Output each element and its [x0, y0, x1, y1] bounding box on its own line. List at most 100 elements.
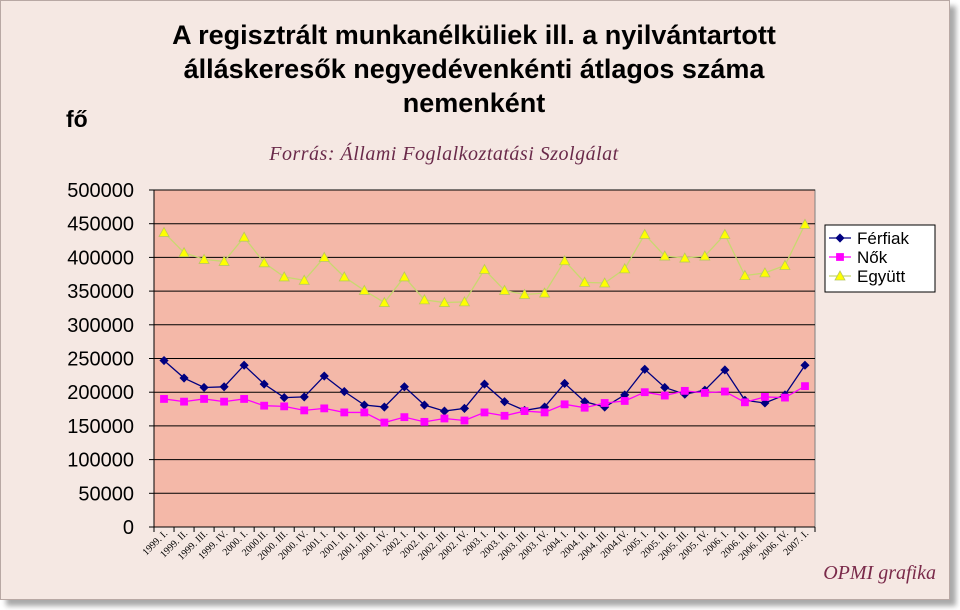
y-tick-label: 300000	[67, 315, 134, 337]
data-point-nok	[801, 382, 809, 391]
data-point-nok	[460, 416, 469, 425]
data-point-egyutt	[258, 256, 270, 268]
data-point-nok	[160, 395, 168, 403]
data-point-ferfiak	[720, 365, 730, 375]
data-point-nok	[280, 402, 289, 411]
data-point-egyutt	[178, 246, 190, 258]
data-point-ferfiak	[640, 364, 650, 374]
y-tick-label: 0	[123, 517, 134, 539]
y-tick-label: 350000	[67, 281, 134, 303]
data-point-egyutt	[198, 253, 210, 264]
legend-marker-ferfiak	[835, 233, 845, 243]
data-point-nok	[560, 400, 569, 409]
data-point-ferfiak	[660, 382, 670, 393]
data-point-nok	[640, 388, 649, 397]
chart-title: A regisztrált munkanélküliek ill. a nyil…	[0, 18, 948, 120]
data-point-ferfiak	[219, 382, 229, 392]
data-point-nok	[720, 387, 729, 396]
data-point-ferfiak	[419, 400, 429, 410]
data-point-nok	[740, 398, 749, 407]
data-point-ferfiak	[399, 382, 409, 392]
data-point-egyutt	[378, 296, 391, 307]
data-point-egyutt	[498, 284, 511, 295]
data-point-nok	[240, 395, 249, 403]
data-point-nok	[480, 408, 489, 417]
data-point-nok	[620, 397, 629, 405]
data-point-egyutt	[338, 271, 350, 282]
data-point-nok	[761, 393, 769, 401]
data-point-nok	[600, 399, 609, 407]
chart-title-line-1: A regisztrált munkanélküliek ill. a nyil…	[172, 20, 776, 50]
data-point-nok	[400, 413, 409, 422]
legend-label-ferfiak: Férfiak	[857, 229, 909, 248]
data-point-egyutt	[719, 228, 731, 239]
data-point-nok	[781, 393, 789, 402]
data-point-egyutt	[679, 252, 691, 263]
y-tick-label: 400000	[67, 247, 134, 269]
chart-title-line-2: álláskeresők negyedévenkénti átlagos szá…	[183, 54, 765, 84]
source-note: Forrás: Állami Foglalkoztatási Szolgálat	[269, 143, 619, 165]
data-point-egyutt	[418, 294, 431, 305]
data-point-egyutt	[218, 255, 230, 266]
legend-marker-nok	[836, 253, 844, 261]
data-point-egyutt	[298, 274, 310, 285]
data-point-nok	[540, 408, 549, 417]
y-tick-label: 50000	[78, 483, 134, 505]
legend-marker-egyutt	[834, 270, 846, 281]
data-point-nok	[660, 391, 669, 400]
y-tick-label: 150000	[67, 416, 134, 438]
data-point-nok	[380, 418, 389, 427]
y-tick-label: 500000	[67, 180, 134, 202]
data-point-egyutt	[478, 263, 491, 274]
data-point-ferfiak	[339, 386, 349, 397]
data-point-ferfiak	[479, 379, 490, 389]
data-point-nok	[340, 408, 349, 417]
data-point-egyutt	[398, 271, 411, 282]
data-point-ferfiak	[459, 403, 470, 413]
data-point-nok	[500, 411, 509, 420]
data-point-ferfiak	[259, 379, 269, 389]
data-point-egyutt	[458, 296, 471, 307]
legend-label-nok: Nők	[857, 248, 888, 267]
data-point-egyutt	[558, 254, 571, 266]
data-point-egyutt	[759, 267, 771, 278]
data-point-egyutt	[518, 288, 531, 299]
data-point-egyutt	[538, 287, 551, 298]
legend-label-egyutt: Együtt	[857, 267, 905, 286]
data-point-nok	[300, 406, 309, 415]
data-point-ferfiak	[199, 382, 209, 393]
data-point-ferfiak	[379, 402, 389, 412]
y-tick-label: 250000	[67, 349, 134, 371]
data-point-nok	[520, 407, 529, 415]
data-point-ferfiak	[279, 393, 289, 403]
data-point-egyutt	[639, 228, 651, 239]
data-point-egyutt	[779, 259, 791, 270]
data-point-egyutt	[619, 263, 631, 274]
data-point-nok	[260, 401, 269, 410]
data-point-egyutt	[438, 296, 451, 307]
line-chart: 0 50000 100000 150000 200000 250000 300000 3500…	[67, 180, 936, 563]
data-point-nok	[220, 397, 229, 406]
data-point-ferfiak	[499, 397, 510, 407]
data-point-ferfiak	[299, 392, 309, 402]
data-point-egyutt	[599, 277, 611, 288]
data-point-nok	[580, 403, 589, 412]
data-point-nok	[700, 388, 709, 397]
y-tick-label: 200000	[67, 382, 134, 404]
y-axis-unit-label: fő	[66, 106, 88, 132]
data-point-ferfiak	[800, 360, 810, 370]
data-point-egyutt	[739, 269, 751, 280]
data-point-nok	[180, 397, 188, 406]
y-tick-label: 100000	[67, 450, 134, 472]
credit-note: OPMI grafika	[823, 562, 936, 584]
data-point-ferfiak	[319, 371, 329, 381]
data-point-egyutt	[238, 231, 250, 242]
data-point-nok	[440, 414, 449, 423]
data-point-egyutt	[358, 284, 370, 295]
data-point-nok	[200, 395, 208, 403]
data-point-nok	[360, 408, 369, 417]
data-point-egyutt	[578, 276, 591, 287]
data-point-ferfiak	[239, 360, 249, 370]
data-point-egyutt	[318, 251, 330, 262]
data-point-egyutt	[699, 250, 711, 261]
